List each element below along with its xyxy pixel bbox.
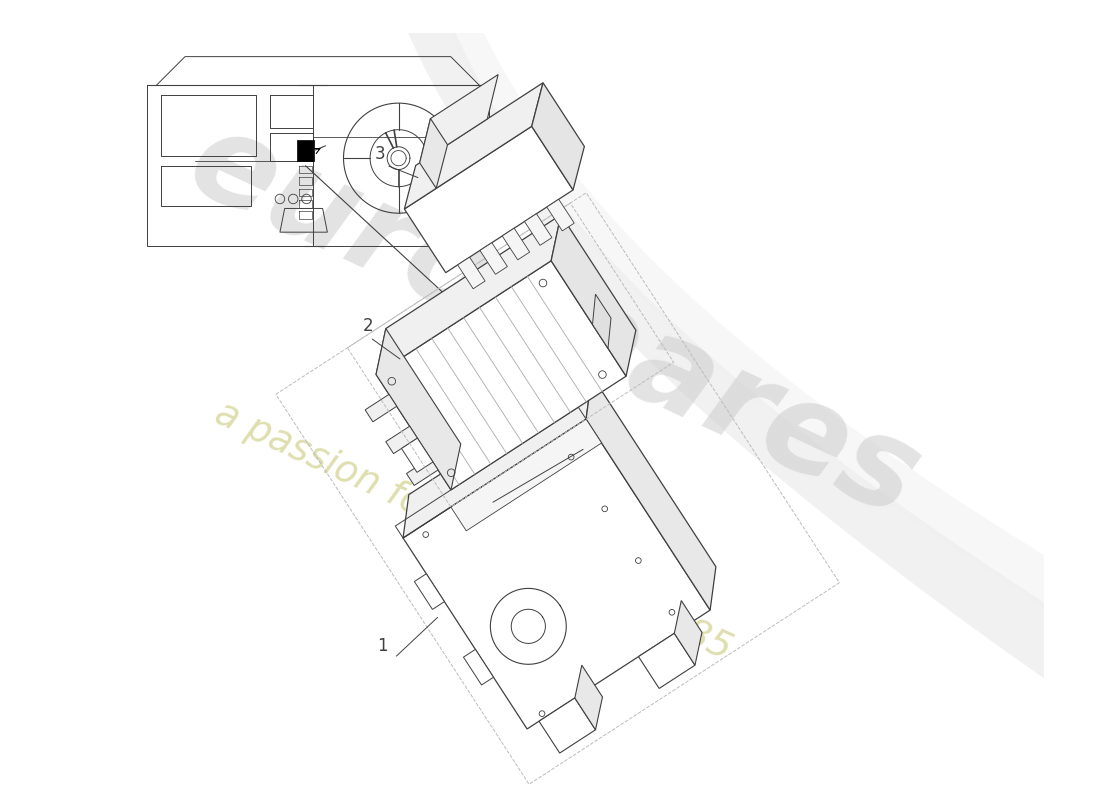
Polygon shape [407,458,438,486]
Polygon shape [402,438,433,472]
Polygon shape [586,376,716,610]
Polygon shape [451,419,602,531]
Text: 2: 2 [363,318,373,335]
Polygon shape [674,601,702,665]
Polygon shape [376,261,626,490]
Polygon shape [403,376,592,538]
Polygon shape [451,33,1044,607]
Polygon shape [539,698,595,753]
Polygon shape [405,82,543,209]
Polygon shape [403,419,711,729]
Polygon shape [531,82,584,190]
Polygon shape [376,215,561,374]
Polygon shape [458,257,485,289]
Polygon shape [575,665,603,730]
Polygon shape [297,140,315,161]
Polygon shape [480,242,507,274]
Polygon shape [547,199,574,231]
Polygon shape [386,426,417,454]
Polygon shape [415,574,444,610]
Text: eurospares: eurospares [170,99,938,543]
Text: 3: 3 [375,145,385,162]
Polygon shape [593,294,611,348]
Text: a passion for parts since 1985: a passion for parts since 1985 [209,395,737,667]
Polygon shape [420,118,448,188]
Polygon shape [408,33,1044,678]
Polygon shape [525,214,552,246]
Polygon shape [376,329,461,490]
Polygon shape [463,650,494,685]
Polygon shape [638,634,695,689]
Polygon shape [405,126,573,273]
Polygon shape [365,394,397,422]
Text: 1: 1 [377,638,388,655]
Polygon shape [420,74,498,163]
Polygon shape [551,215,636,376]
Polygon shape [503,228,530,260]
